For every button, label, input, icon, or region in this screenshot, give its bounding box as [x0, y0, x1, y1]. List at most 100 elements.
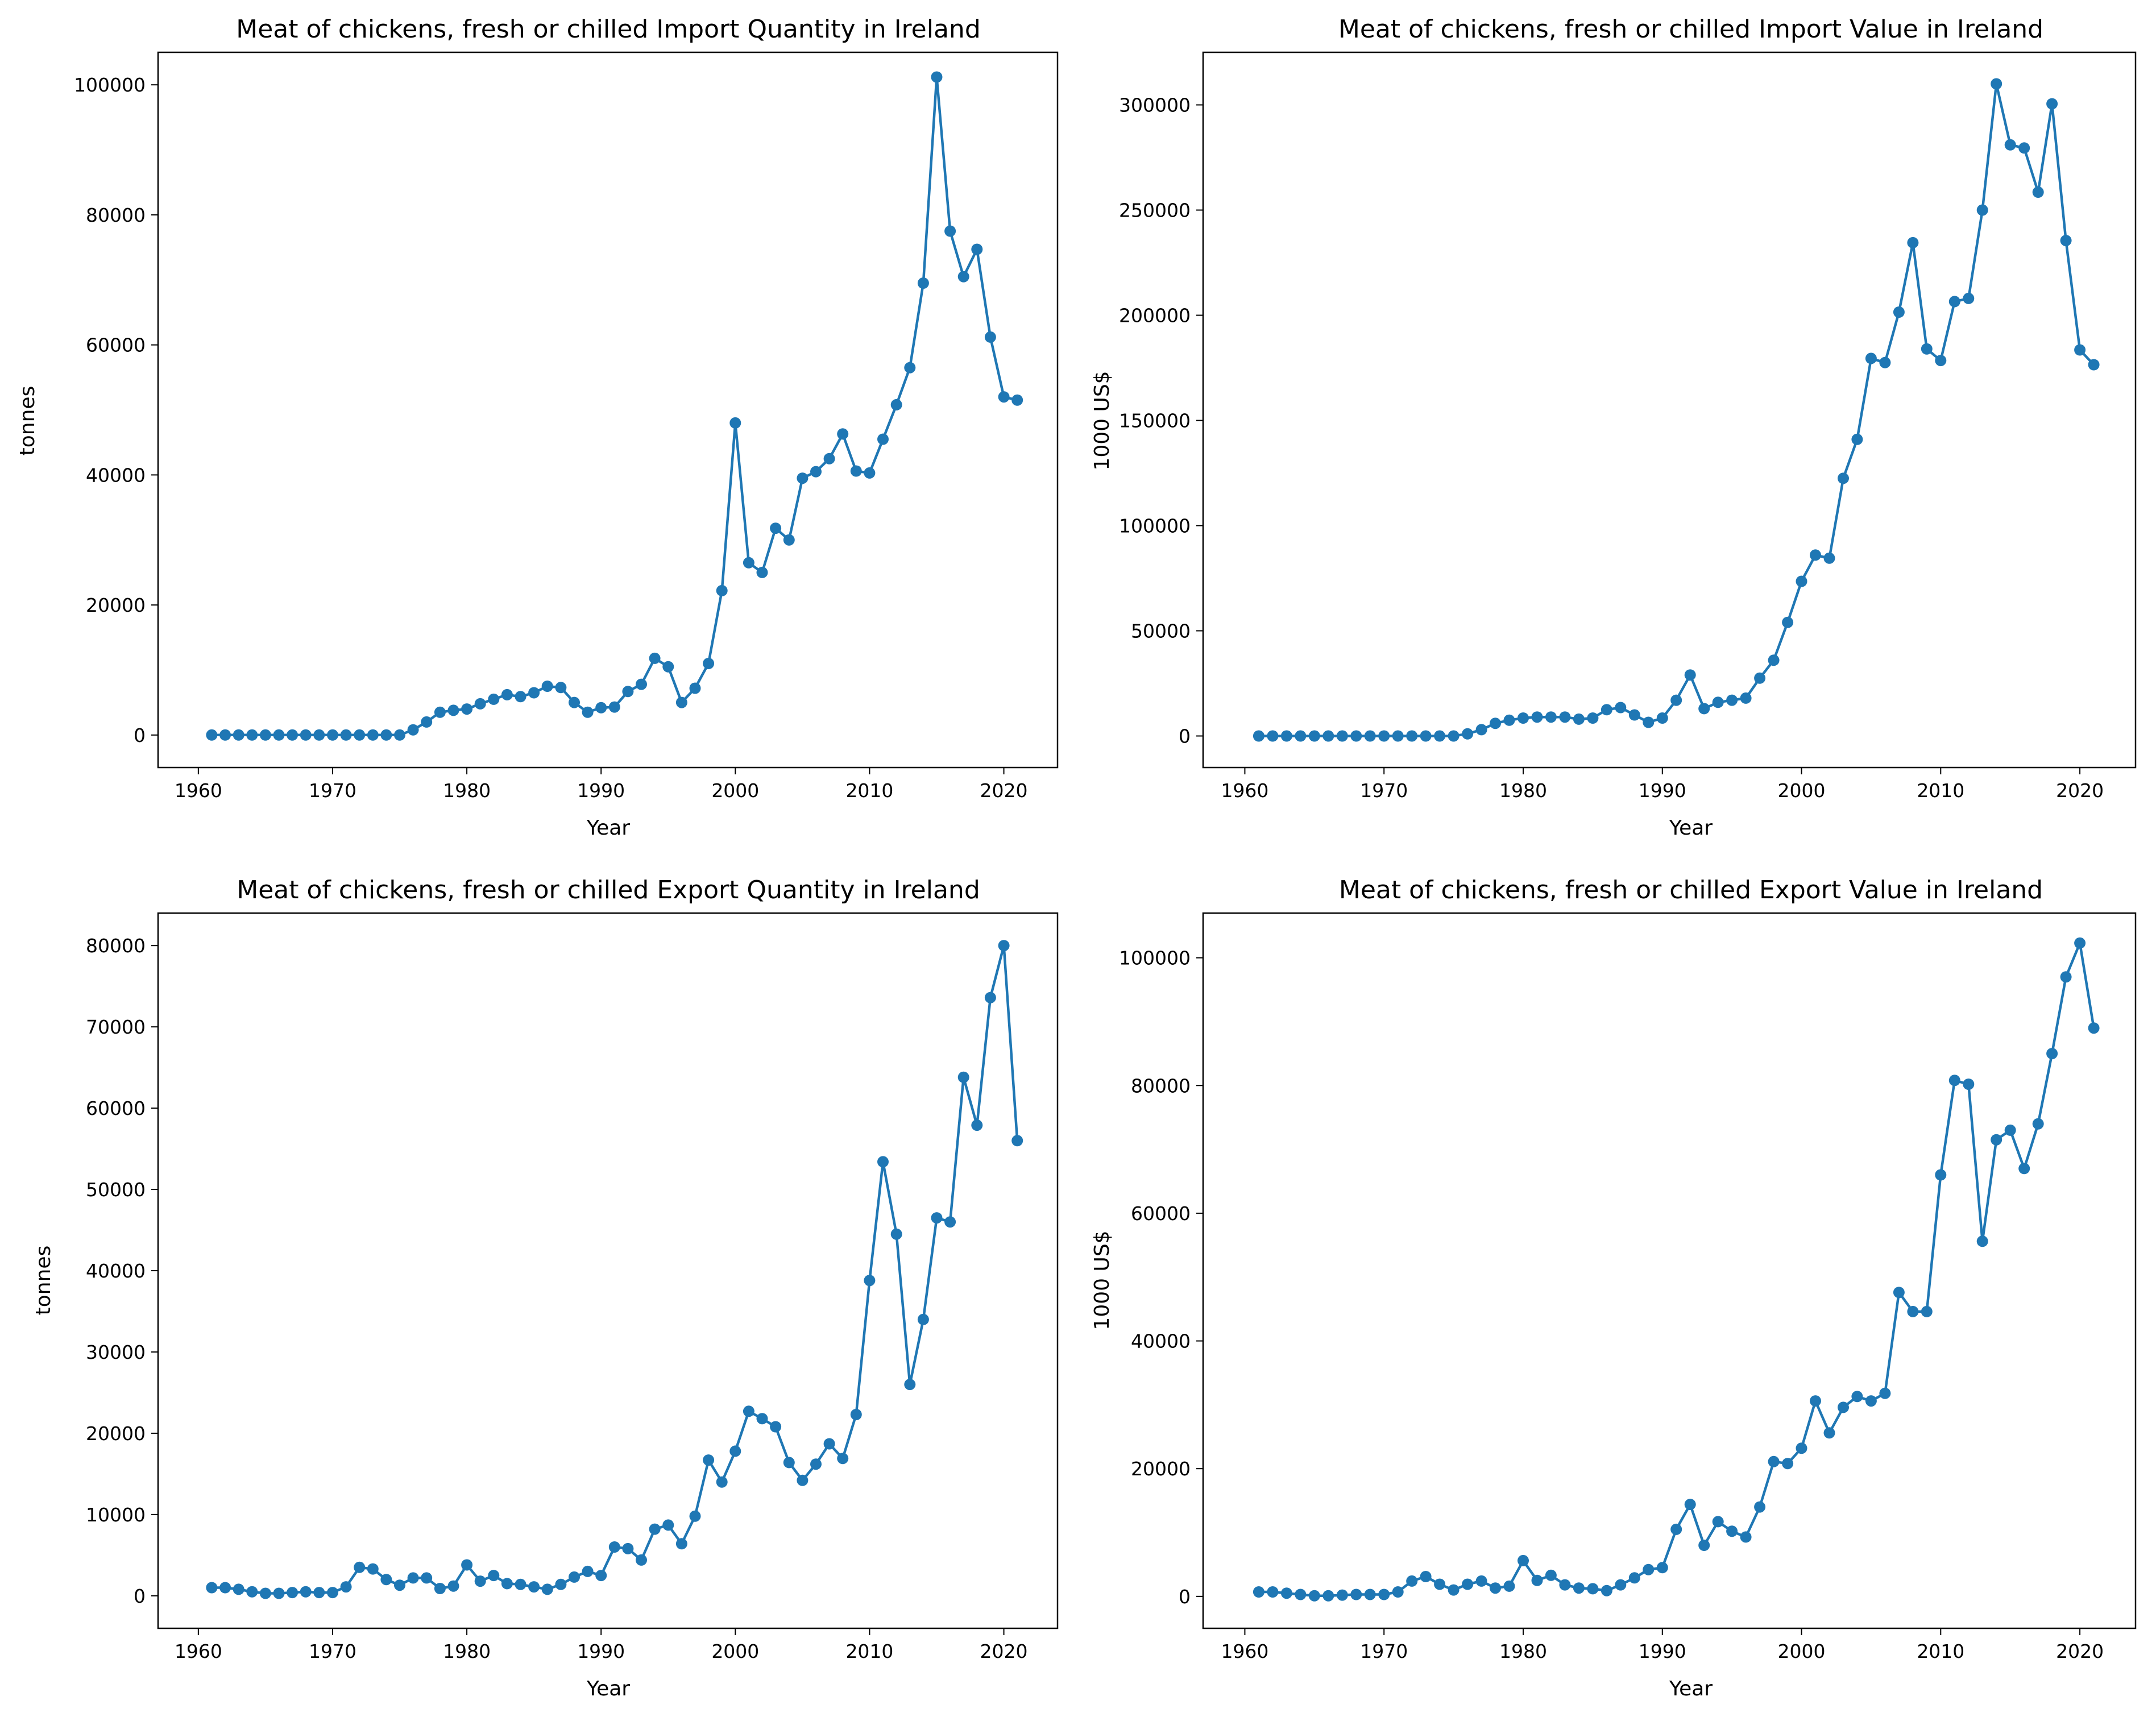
- data-point: [1921, 343, 1933, 355]
- data-point: [1879, 356, 1891, 368]
- data-point: [770, 522, 782, 534]
- data-point: [407, 724, 419, 736]
- data-point: [1991, 1134, 2002, 1146]
- data-point: [313, 1587, 325, 1599]
- data-point: [1643, 716, 1655, 728]
- y-tick-label: 100000: [1119, 515, 1191, 537]
- x-tick-label: 1980: [443, 1640, 491, 1662]
- data-point: [2074, 344, 2086, 356]
- x-tick-label: 1960: [1221, 779, 1268, 802]
- data-point: [1490, 718, 1501, 729]
- data-point: [407, 1572, 419, 1584]
- data-point: [1253, 730, 1264, 742]
- data-point: [689, 682, 701, 694]
- data-point: [823, 1438, 835, 1450]
- data-point: [2004, 1124, 2016, 1136]
- y-tick-label: 20000: [1131, 1458, 1191, 1480]
- x-axis-label: Year: [1669, 1677, 1713, 1701]
- y-tick-label: 0: [1179, 725, 1191, 748]
- data-point: [447, 704, 459, 716]
- data-point: [1935, 355, 1947, 367]
- data-point: [1907, 1305, 1919, 1317]
- data-point: [515, 691, 526, 703]
- y-tick-label: 80000: [86, 935, 146, 957]
- data-point: [327, 729, 338, 741]
- data-point: [689, 1510, 701, 1522]
- chart-title: Meat of chickens, fresh or chilled Impor…: [236, 15, 981, 44]
- y-tick-label: 0: [1179, 1586, 1191, 1608]
- data-point: [1518, 1554, 1529, 1566]
- data-point: [1865, 352, 1877, 364]
- data-point: [1643, 1563, 1655, 1575]
- x-tick-label: 1960: [1221, 1640, 1268, 1662]
- data-point: [1601, 1585, 1612, 1596]
- data-point: [703, 1454, 715, 1466]
- data-point: [984, 331, 996, 343]
- data-point: [931, 71, 943, 83]
- y-tick-label: 0: [134, 724, 146, 746]
- data-point: [1322, 1590, 1334, 1602]
- data-point: [1545, 1569, 1557, 1581]
- data-point: [1838, 1401, 1849, 1413]
- data-point: [1796, 575, 1807, 587]
- data-point: [1475, 1575, 1487, 1587]
- x-tick-label: 2000: [1778, 1640, 1826, 1662]
- chart-title: Meat of chickens, fresh or chilled Impor…: [1338, 15, 2043, 44]
- data-point: [797, 472, 808, 484]
- data-point: [1684, 669, 1696, 681]
- data-point: [1518, 712, 1529, 724]
- y-tick-label: 80000: [86, 204, 146, 226]
- data-point: [1976, 1235, 1988, 1247]
- y-tick-label: 40000: [86, 1260, 146, 1282]
- data-point: [729, 1445, 741, 1457]
- data-point: [1782, 616, 1794, 628]
- data-point: [1698, 703, 1710, 715]
- data-point: [447, 1580, 459, 1592]
- data-point: [1726, 1525, 1738, 1537]
- chart-import-quantity: Meat of chickens, fresh or chilled Impor…: [16, 15, 1059, 840]
- y-tick-label: 0: [134, 1585, 146, 1607]
- x-tick-label: 1970: [309, 1640, 356, 1662]
- data-point: [1308, 730, 1320, 742]
- data-point: [246, 729, 258, 741]
- data-point: [367, 729, 379, 741]
- data-point: [354, 729, 366, 741]
- data-point: [1712, 696, 1724, 708]
- data-point: [287, 1587, 298, 1599]
- data-point: [1838, 472, 1849, 484]
- data-point: [716, 584, 728, 596]
- y-tick-label: 10000: [86, 1504, 146, 1526]
- x-tick-label: 2020: [2056, 1640, 2104, 1662]
- data-point: [957, 1071, 969, 1083]
- x-axis-label: Year: [586, 816, 630, 840]
- data-point: [1364, 730, 1376, 742]
- data-point: [461, 1559, 473, 1571]
- y-tick-label: 150000: [1119, 410, 1191, 432]
- y-tick-label: 40000: [86, 464, 146, 486]
- data-point: [2088, 1022, 2100, 1034]
- x-tick-label: 1960: [175, 1640, 222, 1662]
- data-point: [877, 1156, 889, 1168]
- data-point: [2046, 98, 2058, 110]
- data-point: [1963, 292, 1975, 304]
- data-point: [971, 1119, 983, 1131]
- y-tick-label: 70000: [86, 1016, 146, 1038]
- x-tick-label: 2010: [845, 1640, 893, 1662]
- data-point: [1295, 730, 1307, 742]
- data-point: [1768, 654, 1780, 666]
- data-point: [1628, 1572, 1640, 1584]
- y-tick-label: 20000: [86, 1422, 146, 1445]
- plot-frame: [1202, 912, 2137, 1629]
- data-point: [743, 557, 754, 569]
- data-point: [1935, 1169, 1947, 1181]
- data-point: [1336, 730, 1348, 742]
- data-point: [1823, 552, 1835, 564]
- plot-frame: [157, 912, 1059, 1629]
- x-tick-label: 1990: [577, 779, 625, 802]
- data-point: [797, 1474, 808, 1486]
- x-tick-label: 2000: [1778, 779, 1826, 802]
- x-tick-label: 2000: [711, 1640, 759, 1662]
- data-point: [1503, 1580, 1515, 1592]
- data-point: [1011, 394, 1023, 406]
